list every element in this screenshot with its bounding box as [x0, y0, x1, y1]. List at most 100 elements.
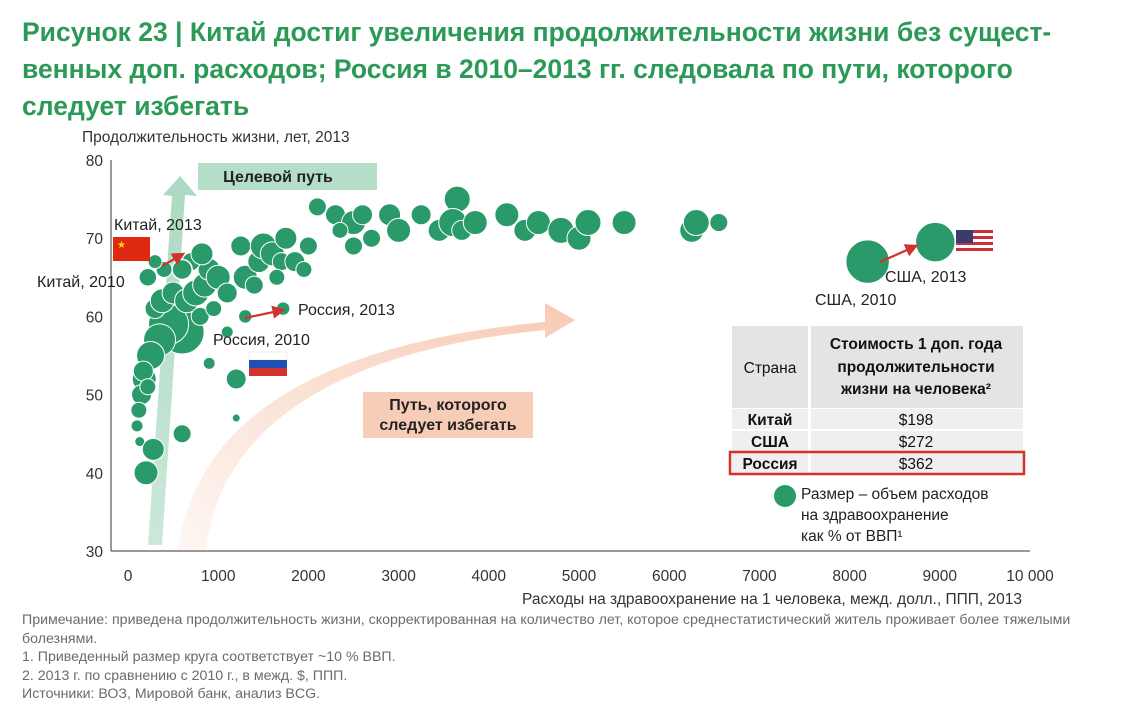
data-point: [141, 437, 165, 461]
data-point: [443, 185, 471, 213]
y-axis-title: Продолжительность жизни, лет, 2013: [82, 129, 350, 146]
target-path-label: Целевой путь: [223, 169, 333, 186]
y-tick-label: 30: [86, 544, 104, 561]
highlighted-point-usa-2013: [914, 221, 957, 263]
russia-flag-icon: [248, 351, 288, 376]
avoid-path-label-1: Путь, которого: [389, 397, 507, 414]
x-tick-label: 0: [124, 568, 133, 585]
russia-arrow: [244, 305, 286, 320]
table-header-cost-2: продолжительности: [837, 359, 994, 376]
data-point: [709, 213, 729, 233]
table-row-cost: $362: [899, 456, 933, 473]
y-tick-label: 40: [86, 466, 104, 483]
data-point: [494, 202, 520, 228]
data-point: [410, 204, 432, 226]
x-tick-label: 9000: [923, 568, 958, 585]
china-2013-label: Китай, 2013: [114, 217, 202, 234]
china-flag-icon: ★: [113, 237, 150, 261]
data-point: [344, 236, 363, 256]
data-point: [574, 209, 602, 237]
data-point: [231, 413, 241, 423]
data-point: [147, 254, 163, 270]
note-footnote-1: 1. Приведенный размер круга соответствуе…: [22, 649, 396, 666]
y-tick-label: 80: [86, 153, 104, 170]
highlighted-point-china-2010: [138, 267, 158, 288]
data-point: [331, 221, 349, 239]
title-prefix: Рисунок 23 |: [22, 17, 190, 47]
table-header-cost-1: Стоимость 1 доп. года: [830, 336, 1003, 353]
data-point: [205, 300, 223, 318]
data-point: [362, 228, 382, 248]
table-row-country: Китай: [748, 412, 793, 429]
data-point: [230, 235, 252, 257]
x-tick-label: 10 000: [1006, 568, 1054, 585]
data-point: [525, 210, 551, 236]
table-header-cost-3: жизни на человека²: [840, 381, 991, 398]
data-point: [225, 368, 247, 390]
avoid-label-box: [363, 392, 533, 438]
scatter-chart: Целевой путь Путь, которого следует избе…: [37, 129, 1054, 608]
data-point: [352, 204, 374, 226]
y-tick-label: 50: [86, 388, 104, 405]
legend-line-1: Размер – объем расходов: [801, 486, 989, 503]
highlighted-points: [138, 221, 957, 325]
y-tick-label: 70: [86, 231, 104, 248]
data-point: [274, 226, 298, 250]
data-point: [386, 217, 412, 243]
data-point: [130, 419, 144, 433]
data-point: [307, 197, 327, 217]
data-point: [268, 268, 286, 286]
china-arrow: [161, 252, 186, 267]
x-axis-title: Расходы на здравоохранение на 1 человека…: [522, 591, 1022, 608]
x-tick-label: 3000: [381, 568, 416, 585]
x-tick-label: 2000: [291, 568, 326, 585]
table-row-country: США: [751, 434, 789, 451]
legend-line-2: на здравоохранение: [801, 507, 949, 524]
russia-2013-label: Россия, 2013: [298, 302, 395, 319]
table-row-cost: $272: [899, 434, 933, 451]
usa-2010-label: США, 2010: [815, 292, 896, 309]
usa-arrow: [879, 244, 919, 264]
x-tick-label: 4000: [472, 568, 507, 585]
table-row-country: Россия: [742, 456, 797, 473]
data-point: [682, 209, 710, 237]
notes-section: Примечание: приведена продолжительность …: [22, 611, 1102, 704]
data-point: [611, 210, 637, 236]
table-row-cost: $198: [899, 412, 933, 429]
data-point: [130, 401, 148, 419]
note-footnote-2: 2. 2013 г. по сравнению с 2010 г., в меж…: [22, 667, 348, 684]
usa-flag-icon: [956, 230, 993, 254]
cost-table: Страна Стоимость 1 доп. года продолжител…: [728, 326, 1026, 476]
data-point: [139, 378, 157, 396]
table-header-country: Страна: [744, 360, 797, 377]
data-point: [190, 242, 214, 266]
data-point: [202, 356, 216, 370]
highlighted-point-usa-2010: [844, 238, 891, 285]
data-point: [244, 275, 264, 295]
table-highlight-border: [728, 450, 1026, 476]
target-label-box: [198, 163, 377, 190]
svg-text:★: ★: [117, 240, 126, 251]
data-point: [132, 360, 154, 382]
chart-title: Рисунок 23 | Китай достиг увеличения про…: [22, 14, 1112, 125]
data-point: [220, 325, 234, 339]
avoid-path-label-2: следует избегать: [379, 417, 516, 434]
china-2010-label: Китай, 2010: [37, 274, 125, 291]
data-point: [190, 306, 210, 326]
target-path-arrow: [135, 176, 197, 545]
note-sources: Источники: ВОЗ, Мировой банк, анализ BCG…: [22, 686, 321, 703]
russia-2010-label: Россия, 2010: [213, 332, 310, 349]
data-point: [216, 282, 238, 304]
data-point: [295, 260, 313, 278]
title-text: Китай достиг увеличения продолжительност…: [22, 17, 1052, 121]
usa-2013-label: США, 2013: [885, 269, 966, 286]
x-tick-label: 1000: [201, 568, 236, 585]
data-point: [134, 436, 146, 448]
data-point: [133, 460, 159, 486]
avoid-path-arrow: [178, 303, 575, 550]
x-tick-label: 5000: [562, 568, 597, 585]
data-points: [130, 185, 729, 486]
y-axis-ticks: 30 40 50 60 70 80: [86, 153, 104, 561]
note-main: Примечание: приведена продолжительность …: [22, 612, 1071, 647]
x-tick-label: 7000: [742, 568, 777, 585]
